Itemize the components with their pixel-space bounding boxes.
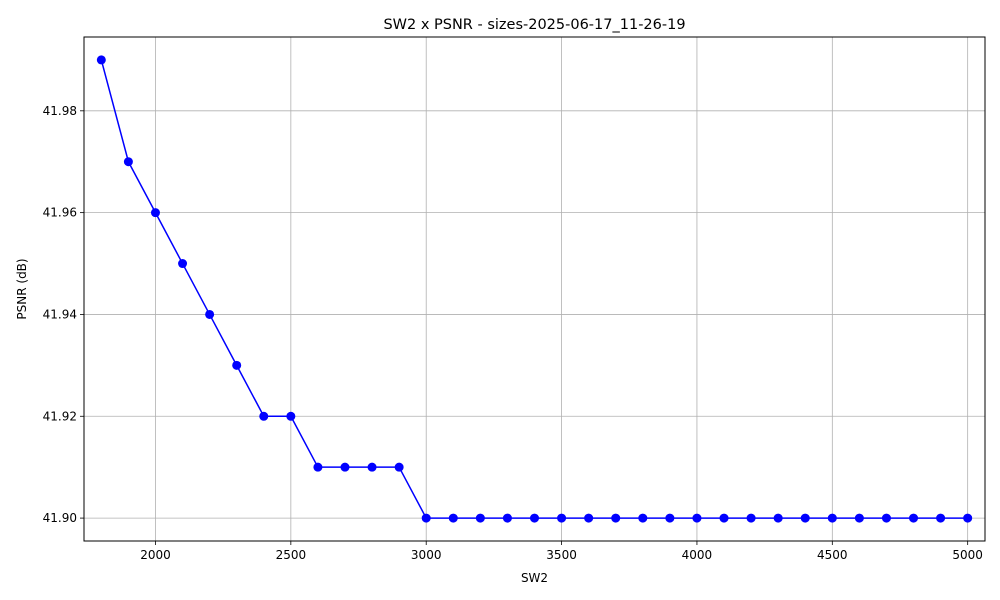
x-tick-label: 2500 [276,548,307,562]
series-layer [96,55,973,523]
data-point [936,513,946,523]
grid-layer [84,37,985,541]
data-point [421,513,431,523]
data-point [909,513,919,523]
data-point [584,513,594,523]
data-point [178,259,188,269]
x-tick-label: 2000 [140,548,171,562]
data-point [854,513,864,523]
data-point [502,513,512,523]
data-point [638,513,648,523]
y-tick-label: 41.98 [43,104,77,118]
chart-title: SW2 x PSNR - sizes-2025-06-17_11-26-19 [383,17,685,33]
data-point [827,513,837,523]
y-tick-label: 41.90 [43,511,77,525]
data-point [475,513,485,523]
data-point [800,513,810,523]
data-point [448,513,458,523]
data-point [340,462,350,472]
tick-layer: 2000 2500 3000 3500 4000 4500 5000 41.90 41.92 41… [43,104,983,562]
y-tick-label: 41.92 [43,409,77,423]
data-point [205,309,215,319]
data-point [150,208,160,218]
data-point [394,462,404,472]
data-point [746,513,756,523]
plot-frame [83,36,986,542]
data-point [367,462,377,472]
x-tick-label: 3000 [411,548,442,562]
data-point [123,157,133,167]
data-point [259,411,269,421]
data-point [313,462,323,472]
data-point [611,513,621,523]
data-point [530,513,539,523]
data-point [96,55,106,65]
y-tick-label: 41.94 [43,307,77,321]
x-axis-label: SW2 [521,571,548,585]
data-point [232,360,242,370]
data-point [773,513,783,523]
x-tick-label: 4000 [682,548,713,562]
y-axis-label: PSNR (dB) [15,258,29,319]
data-point [881,513,891,523]
data-point [286,411,296,421]
x-tick-label: 4500 [817,548,848,562]
data-point [692,513,702,523]
data-point [665,513,675,523]
data-point [963,513,973,523]
data-point [557,513,567,523]
y-tick-label: 41.96 [43,206,77,220]
data-point [719,513,729,523]
x-tick-label: 3500 [546,548,577,562]
x-tick-label: 5000 [952,548,983,562]
